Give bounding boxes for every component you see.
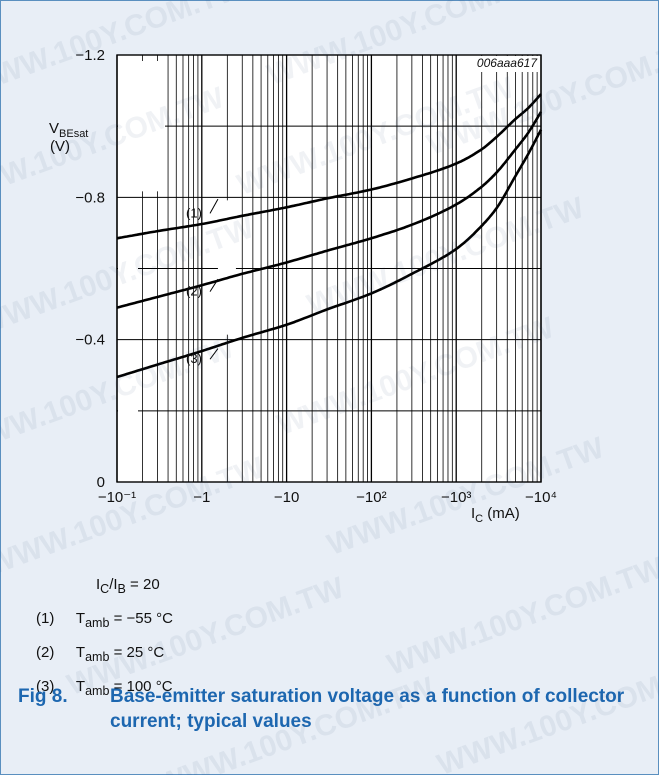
legend-num: (3): [36, 678, 55, 695]
low-box: [118, 344, 138, 477]
y-axis-unit: (V): [50, 138, 70, 155]
legend-box-right: [217, 200, 236, 335]
curve-3: [116, 129, 543, 379]
curve-leader-3: [209, 348, 219, 360]
x-tick-label: −10³: [441, 489, 471, 506]
plot-frame: [116, 54, 542, 483]
x-tick-label: −1: [193, 489, 210, 506]
legend-item-2: (2) Tamb = 25 °C: [36, 638, 173, 672]
legend: IC/IB = 20 (1) Tamb = −55 °C (2) Tamb = …: [36, 570, 173, 706]
curve-label-2: (2): [186, 284, 202, 299]
curve-2: [116, 111, 543, 309]
legend-num: (1): [36, 610, 55, 627]
figure-number: Fig 8.: [18, 686, 68, 707]
x-tick-label: −10: [274, 489, 299, 506]
curve-leader-1: [209, 198, 219, 214]
curve-label-3: (3): [186, 351, 202, 366]
legend-text: Tamb = 25 °C: [75, 644, 165, 664]
x-tick-label: −10⁴: [525, 489, 557, 506]
y-axis-label: VBEsat: [49, 120, 88, 140]
y-tick-label: −0.4: [75, 332, 105, 349]
curve-label-1: (1): [186, 205, 202, 220]
code-box: [464, 56, 540, 72]
condition-text: IC/IB = 20: [96, 576, 160, 596]
y-tick-label: −1.2: [75, 47, 105, 64]
figure-title: Base-emitter saturation voltage as a fun…: [110, 686, 625, 732]
legend-box-left: [118, 200, 138, 335]
figure-code: 006aaa617: [477, 56, 538, 70]
curve-leader-2: [209, 278, 219, 292]
x-axis-label: IC (mA): [471, 505, 520, 525]
curve-1: [116, 93, 542, 240]
test-condition: IC/IB = 20: [36, 570, 173, 604]
legend-num: (2): [36, 644, 55, 661]
legend-text: Tamb = 100 °C: [75, 678, 173, 698]
ylabel-box: [118, 61, 165, 192]
legend-text: Tamb = −55 °C: [75, 610, 173, 630]
y-tick-label: −0.8: [75, 189, 105, 206]
y-tick-label: 0: [97, 474, 105, 491]
chart: (1) (2) (3) 006aaa617 0 −0.4 −0.8 −1.2 −10⁻¹ −1 −1…: [49, 47, 557, 525]
x-tick-label: −10⁻¹: [98, 489, 136, 506]
legend-item-1: (1) Tamb = −55 °C: [36, 604, 173, 638]
x-tick-label: −10²: [356, 489, 386, 506]
legend-item-3: (3) Tamb = 100 °C: [36, 672, 173, 706]
